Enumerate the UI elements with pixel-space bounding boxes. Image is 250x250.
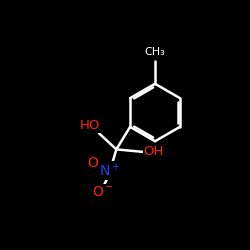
Text: OH: OH [144, 146, 164, 158]
Text: O$^-$: O$^-$ [92, 185, 114, 199]
Text: O: O [87, 156, 98, 170]
Text: CH₃: CH₃ [144, 47, 166, 57]
Text: N$^+$: N$^+$ [100, 162, 121, 179]
Text: HO: HO [80, 119, 100, 132]
